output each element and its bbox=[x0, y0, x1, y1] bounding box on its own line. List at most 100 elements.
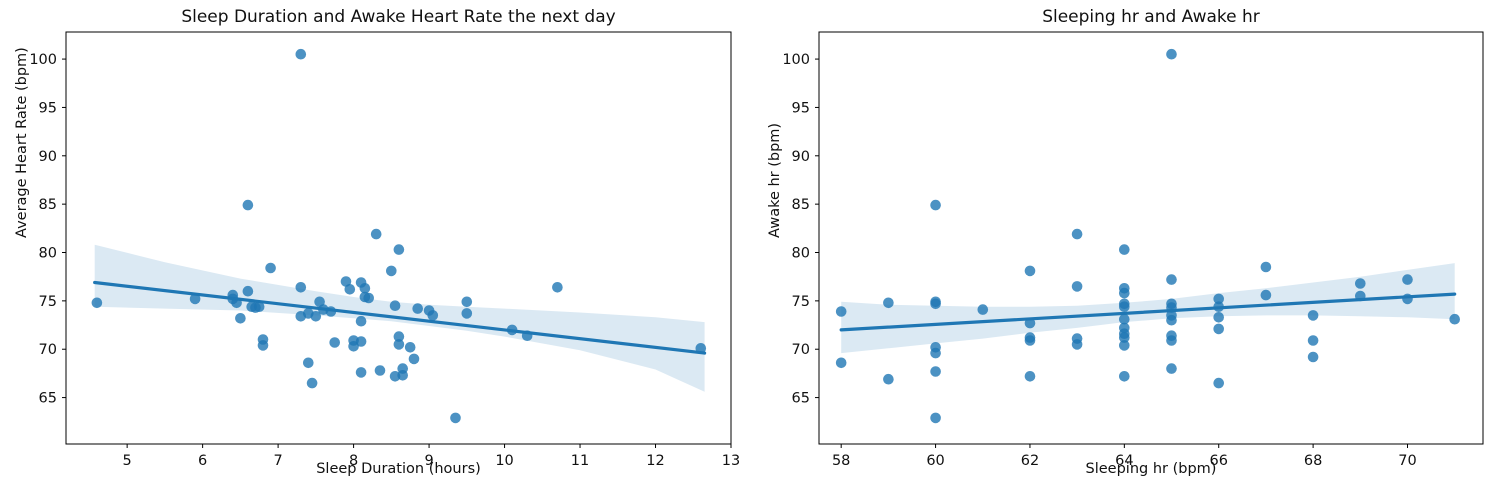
data-point bbox=[329, 337, 341, 348]
svg-text:80: 80 bbox=[792, 246, 810, 262]
data-point bbox=[355, 336, 367, 347]
axes-box bbox=[65, 31, 732, 445]
svg-text:75: 75 bbox=[39, 294, 57, 310]
data-point bbox=[257, 340, 269, 351]
data-point bbox=[1024, 265, 1036, 277]
data-point bbox=[1402, 293, 1413, 305]
svg-text:70: 70 bbox=[39, 342, 57, 358]
svg-text:60: 60 bbox=[926, 453, 944, 469]
data-point bbox=[355, 315, 367, 327]
data-point bbox=[389, 300, 401, 312]
data-point bbox=[363, 292, 375, 304]
data-point bbox=[189, 293, 201, 305]
svg-text:70: 70 bbox=[1398, 453, 1416, 469]
data-point bbox=[1166, 335, 1177, 346]
svg-text:10: 10 bbox=[495, 453, 513, 469]
data-point bbox=[242, 285, 254, 297]
confidence-band bbox=[841, 263, 1455, 354]
data-point bbox=[231, 297, 242, 309]
data-point bbox=[265, 262, 276, 274]
data-point bbox=[1307, 335, 1319, 346]
data-point bbox=[1307, 351, 1319, 363]
data-point bbox=[242, 199, 254, 211]
svg-text:5: 5 bbox=[123, 453, 132, 469]
data-point bbox=[1260, 261, 1272, 273]
data-point bbox=[1119, 332, 1130, 343]
data-point bbox=[1402, 274, 1413, 285]
data-point bbox=[1119, 371, 1130, 382]
x-axis-label: Sleeping hr (bpm) bbox=[1085, 461, 1217, 477]
data-point bbox=[930, 199, 941, 211]
data-point bbox=[1071, 228, 1083, 240]
y-ticks: 65 70 75 80 85 90 95 100 bbox=[782, 52, 819, 407]
scatter-points bbox=[835, 48, 1460, 424]
data-point bbox=[408, 353, 420, 365]
data-point bbox=[1166, 274, 1177, 285]
data-point bbox=[1166, 48, 1177, 60]
data-point bbox=[977, 304, 989, 315]
svg-text:12: 12 bbox=[646, 453, 664, 469]
svg-text:65: 65 bbox=[792, 391, 810, 407]
svg-text:62: 62 bbox=[1021, 453, 1039, 469]
data-point bbox=[1213, 323, 1224, 335]
plot-area: 5 6 7 8 9 10 11 12 13 65 70 75 80 85 90 95 100 bbox=[29, 31, 740, 469]
data-point bbox=[325, 306, 337, 317]
svg-text:80: 80 bbox=[39, 246, 57, 262]
data-point bbox=[389, 371, 401, 382]
data-point bbox=[1071, 281, 1083, 292]
data-point bbox=[1024, 335, 1036, 346]
data-point bbox=[370, 228, 382, 240]
chart-sleep-duration-vs-awake-hr: Sleep Duration and Awake Heart Rate the … bbox=[0, 0, 744, 490]
svg-text:65: 65 bbox=[39, 391, 57, 407]
data-point bbox=[295, 282, 307, 293]
svg-text:9: 9 bbox=[424, 453, 433, 469]
svg-text:11: 11 bbox=[571, 453, 589, 469]
svg-text:13: 13 bbox=[722, 453, 740, 469]
x-ticks: 58 60 62 64 66 68 70 bbox=[832, 444, 1417, 469]
data-point bbox=[1449, 313, 1460, 325]
svg-text:90: 90 bbox=[39, 149, 57, 165]
data-point bbox=[1213, 377, 1224, 389]
data-point bbox=[930, 366, 941, 377]
svg-text:95: 95 bbox=[792, 100, 810, 116]
axes-box bbox=[818, 31, 1484, 445]
data-point bbox=[1213, 293, 1224, 305]
data-point bbox=[359, 283, 371, 294]
data-point bbox=[348, 341, 359, 352]
svg-text:100: 100 bbox=[29, 52, 57, 68]
svg-text:64: 64 bbox=[1115, 453, 1133, 469]
data-point bbox=[386, 265, 397, 277]
data-point bbox=[355, 367, 367, 378]
data-point bbox=[393, 244, 405, 255]
data-point bbox=[1119, 340, 1130, 351]
svg-text:90: 90 bbox=[792, 149, 810, 165]
data-point bbox=[930, 298, 941, 310]
regression-line bbox=[839, 292, 1457, 332]
svg-text:85: 85 bbox=[39, 197, 57, 213]
data-point bbox=[306, 377, 318, 389]
y-ticks: 65 70 75 80 85 90 95 100 bbox=[29, 52, 66, 407]
data-point bbox=[883, 297, 894, 309]
data-point bbox=[1166, 302, 1177, 313]
data-point bbox=[1119, 313, 1130, 325]
data-point bbox=[695, 343, 707, 354]
svg-text:70: 70 bbox=[792, 342, 810, 358]
svg-text:6: 6 bbox=[198, 453, 207, 469]
svg-text:58: 58 bbox=[832, 453, 850, 469]
data-point bbox=[393, 339, 405, 350]
data-point bbox=[461, 296, 473, 308]
data-point bbox=[1355, 290, 1366, 302]
data-point bbox=[412, 303, 424, 314]
svg-text:100: 100 bbox=[782, 52, 810, 68]
data-point bbox=[1024, 317, 1036, 329]
data-point bbox=[506, 324, 518, 336]
data-point bbox=[393, 331, 405, 342]
chart-sleeping-hr-vs-awake-hr: Sleeping hr and Awake hr Awake hr (bpm) … bbox=[745, 0, 1489, 490]
svg-text:75: 75 bbox=[792, 294, 810, 310]
data-point bbox=[303, 357, 314, 369]
data-point bbox=[374, 365, 386, 376]
data-point bbox=[1166, 314, 1177, 326]
data-point bbox=[461, 308, 473, 319]
data-point bbox=[1213, 301, 1224, 313]
data-point bbox=[235, 313, 246, 324]
